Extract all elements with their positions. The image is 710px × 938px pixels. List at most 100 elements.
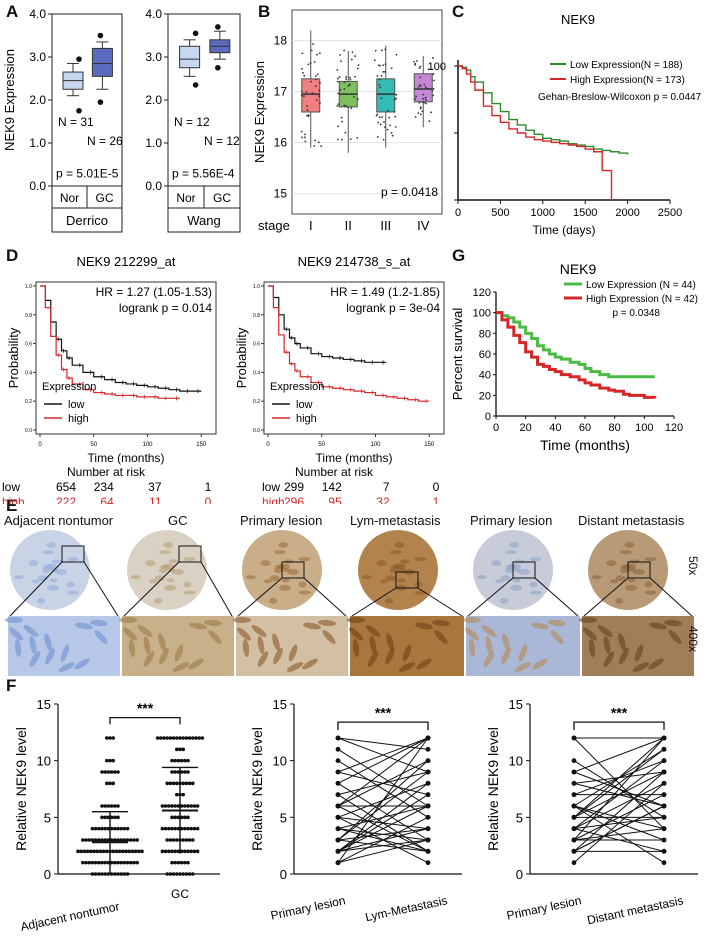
data-point [421,110,424,113]
paired-line [337,771,429,796]
stain-blob [283,559,294,564]
ihc-label-adjacent: Adjacent nontumor [4,513,114,528]
chart-c-survival: NEK9 0 500 1000 1500 2000 2500 100 Time (days) Lo… [428,12,702,237]
data-point [84,838,88,842]
data-point [661,848,667,854]
data-point [319,82,321,84]
legend-title: Expression [270,381,324,393]
zoom-texture [45,647,55,665]
data-point [116,815,120,820]
stain-blob [154,575,165,582]
zoom-texture [365,625,381,637]
data-point [173,815,177,820]
data-point [571,735,577,741]
data-point [183,804,187,808]
stain-blob [627,578,636,583]
zoom-box [512,561,536,579]
data-point [93,826,98,831]
data-point [100,838,104,842]
data-point [111,781,115,786]
data-point [100,872,104,876]
zoom-texture [548,619,566,627]
outlier-point [215,24,221,30]
data-point [103,838,107,842]
data-point [318,52,321,55]
zoom-texture [208,630,222,644]
data-point [347,85,350,87]
data-point [105,736,109,740]
stain-blob [171,568,184,575]
zoom-texture [367,651,379,667]
data-point [184,838,189,842]
data-point [127,849,131,854]
data-point [189,804,193,808]
risk-row-label-low: low [2,480,20,494]
zoom-texture [485,636,493,654]
data-point [344,131,347,134]
x-tick-label: Primary lesion [505,893,582,923]
x-tick-label: 60 [579,422,591,434]
data-point [119,838,123,842]
stain-blob [163,542,174,549]
data-point [338,76,341,79]
data-point [184,781,189,786]
data-point [335,837,341,843]
zoom-connector [303,577,347,617]
data-point [340,138,343,141]
stain-blob [37,597,46,604]
ihc-label-primary-1: Primary lesion [240,513,323,528]
zoom-connector [583,577,629,617]
data-point [181,838,185,842]
data-point [125,872,130,876]
test-annotation: Gehan-Breslow-Wilcoxon p = 0.0447 [538,92,702,103]
risk-row-label-high: high [262,495,285,504]
data-point [304,140,307,143]
data-point [171,872,176,876]
box-stage-iii [376,78,396,113]
panel-label-e: E [6,496,18,515]
stain-blob [159,567,168,574]
data-point [159,736,163,740]
data-point [167,804,171,808]
data-point [425,102,427,105]
data-point [90,826,95,831]
data-point [306,114,308,117]
data-point [170,758,174,763]
data-point [183,758,187,763]
data-point [165,781,169,786]
data-point [189,849,193,854]
hazard-ratio: HR = 1.49 (1.2-1.85) [330,285,440,299]
data-point [121,849,125,854]
p-value: p = 0.0418 [381,185,438,199]
data-point [661,769,667,775]
zoom-texture [583,627,597,641]
data-point [377,64,380,67]
zoom-texture [531,622,549,630]
zoom-texture [242,639,250,657]
data-point [312,43,314,45]
data-point [380,97,383,100]
zoom-texture [514,662,532,672]
data-point [417,85,420,88]
paired-line [573,737,665,818]
zoom-texture [251,625,267,637]
data-point [335,848,341,854]
data-point [184,872,189,876]
zoom-texture [649,622,667,630]
stain-blob [31,579,40,584]
stain-blob [269,575,280,582]
data-point [424,96,427,99]
data-point [93,838,98,842]
data-point [130,849,135,854]
data-point [114,849,119,854]
data-point [384,63,387,66]
data-point [184,736,189,740]
x-tick-label: 150 [424,442,435,448]
data-point [394,115,397,118]
data-point [106,838,111,842]
data-point [337,103,340,106]
box-nor [179,45,201,69]
data-point [163,826,168,831]
data-point [100,826,104,831]
n-label: N = 12 [204,134,240,148]
